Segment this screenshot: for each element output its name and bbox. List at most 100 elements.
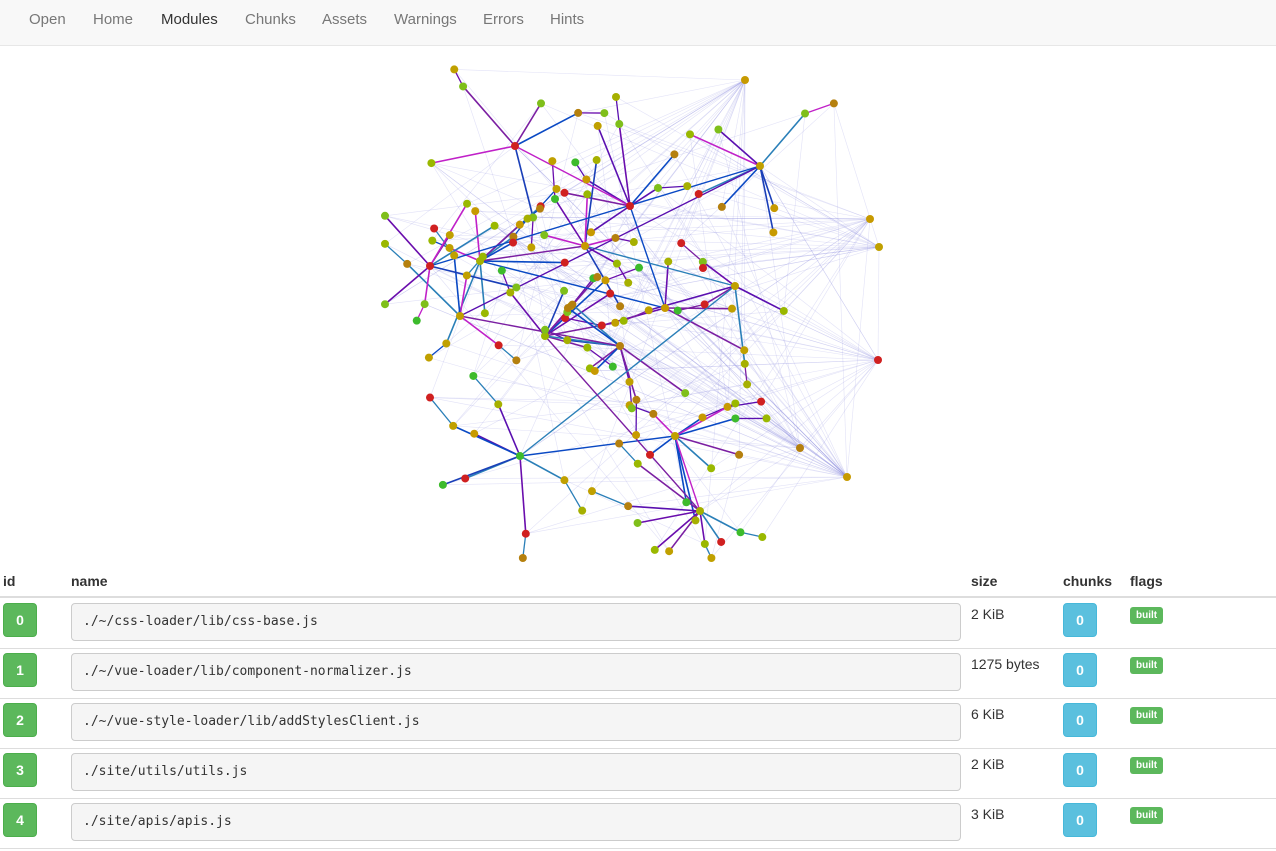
nav-chunks[interactable]: Chunks xyxy=(245,11,296,28)
graph-node[interactable] xyxy=(633,459,642,468)
module-name-field[interactable]: ./~/vue-style-loader/lib/addStylesClient… xyxy=(71,703,961,741)
module-id-button[interactable]: 0 xyxy=(3,603,37,637)
graph-node[interactable] xyxy=(670,150,679,159)
module-name-field[interactable]: ./site/utils/utils.js xyxy=(71,753,961,791)
graph-node[interactable] xyxy=(700,539,709,548)
graph-node[interactable] xyxy=(619,316,628,325)
graph-node[interactable] xyxy=(875,243,883,251)
graph-node[interactable] xyxy=(757,397,766,406)
graph-node[interactable] xyxy=(683,182,692,191)
graph-node[interactable] xyxy=(627,404,636,413)
graph-node[interactable] xyxy=(615,120,624,129)
nav-hints[interactable]: Hints xyxy=(550,11,585,28)
graph-node[interactable] xyxy=(677,239,686,248)
graph-node[interactable] xyxy=(381,300,389,309)
graph-node[interactable] xyxy=(671,432,679,440)
module-dependency-graph[interactable] xyxy=(0,46,1276,568)
graph-node[interactable] xyxy=(700,300,709,309)
graph-node[interactable] xyxy=(661,304,669,312)
graph-node[interactable] xyxy=(511,142,519,150)
graph-node[interactable] xyxy=(541,332,549,340)
module-id-button[interactable]: 4 xyxy=(3,803,37,837)
graph-node[interactable] xyxy=(537,99,546,108)
graph-node[interactable] xyxy=(469,371,478,380)
graph-node[interactable] xyxy=(626,202,634,210)
graph-node[interactable] xyxy=(664,257,673,266)
graph-node[interactable] xyxy=(736,528,745,537)
graph-node[interactable] xyxy=(698,257,707,266)
graph-node[interactable] xyxy=(490,221,499,230)
graph-node[interactable] xyxy=(535,204,544,213)
graph-node[interactable] xyxy=(707,464,716,473)
graph-node[interactable] xyxy=(696,507,704,515)
graph-node[interactable] xyxy=(612,259,621,268)
graph-node[interactable] xyxy=(728,304,737,313)
graph-node[interactable] xyxy=(691,516,700,525)
module-id-button[interactable]: 1 xyxy=(3,653,37,687)
graph-node[interactable] xyxy=(494,400,503,409)
module-chunk-button[interactable]: 0 xyxy=(1063,753,1097,787)
graph-node[interactable] xyxy=(512,283,521,292)
header-name[interactable]: name xyxy=(71,573,108,589)
graph-node[interactable] xyxy=(866,215,874,223)
graph-node[interactable] xyxy=(606,289,615,298)
graph-node[interactable] xyxy=(583,190,592,199)
graph-node[interactable] xyxy=(450,251,459,260)
module-name-field[interactable]: ./site/apis/apis.js xyxy=(71,803,961,841)
graph-node[interactable] xyxy=(478,252,487,261)
graph-node[interactable] xyxy=(762,414,771,423)
graph-node[interactable] xyxy=(740,359,749,368)
graph-node[interactable] xyxy=(611,318,620,327)
graph-node[interactable] xyxy=(512,356,521,365)
graph-node[interactable] xyxy=(449,421,458,430)
graph-node[interactable] xyxy=(456,312,464,320)
graph-node[interactable] xyxy=(548,157,557,166)
graph-node[interactable] xyxy=(424,353,433,362)
graph-node[interactable] xyxy=(428,236,437,245)
module-name-field[interactable]: ./~/vue-loader/lib/component-normalizer.… xyxy=(71,653,961,691)
graph-node[interactable] xyxy=(571,158,580,167)
graph-node[interactable] xyxy=(427,159,436,168)
graph-node[interactable] xyxy=(624,502,633,511)
graph-node[interactable] xyxy=(587,228,596,237)
graph-node[interactable] xyxy=(758,533,767,542)
graph-node[interactable] xyxy=(426,393,435,402)
graph-node[interactable] xyxy=(646,450,655,459)
graph-node[interactable] xyxy=(601,276,610,285)
graph-node[interactable] xyxy=(459,82,468,91)
graph-node[interactable] xyxy=(509,238,518,247)
graph-node[interactable] xyxy=(420,300,429,309)
graph-node[interactable] xyxy=(541,325,550,334)
graph-node[interactable] xyxy=(644,306,653,315)
module-chunk-button[interactable]: 0 xyxy=(1063,803,1097,837)
graph-node[interactable] xyxy=(635,263,644,272)
graph-node[interactable] xyxy=(581,242,589,250)
graph-node[interactable] xyxy=(582,175,591,184)
graph-node[interactable] xyxy=(615,439,624,448)
graph-node[interactable] xyxy=(796,444,804,452)
graph-node[interactable] xyxy=(480,309,489,318)
graph-node[interactable] xyxy=(563,304,572,313)
graph-node[interactable] xyxy=(587,487,596,496)
graph-node[interactable] xyxy=(707,554,716,562)
graph-node[interactable] xyxy=(497,266,506,275)
graph-node[interactable] xyxy=(699,264,707,272)
graph-node[interactable] xyxy=(560,286,569,295)
graph-node[interactable] xyxy=(560,188,569,197)
nav-home[interactable]: Home xyxy=(93,11,134,28)
graph-node[interactable] xyxy=(612,92,621,101)
graph-node[interactable] xyxy=(608,362,617,371)
graph-nodes[interactable] xyxy=(381,65,883,562)
graph-node[interactable] xyxy=(560,476,569,485)
graph-node[interactable] xyxy=(592,156,601,165)
graph-node[interactable] xyxy=(681,389,690,398)
graph-node[interactable] xyxy=(673,306,682,315)
graph-node[interactable] xyxy=(506,288,515,297)
graph-node[interactable] xyxy=(633,518,642,527)
graph-node[interactable] xyxy=(698,413,707,422)
graph-node[interactable] xyxy=(518,554,527,562)
graph-node[interactable] xyxy=(560,258,569,267)
graph-node[interactable] xyxy=(494,341,503,350)
graph-node[interactable] xyxy=(527,243,536,252)
graph-node[interactable] xyxy=(578,506,587,515)
